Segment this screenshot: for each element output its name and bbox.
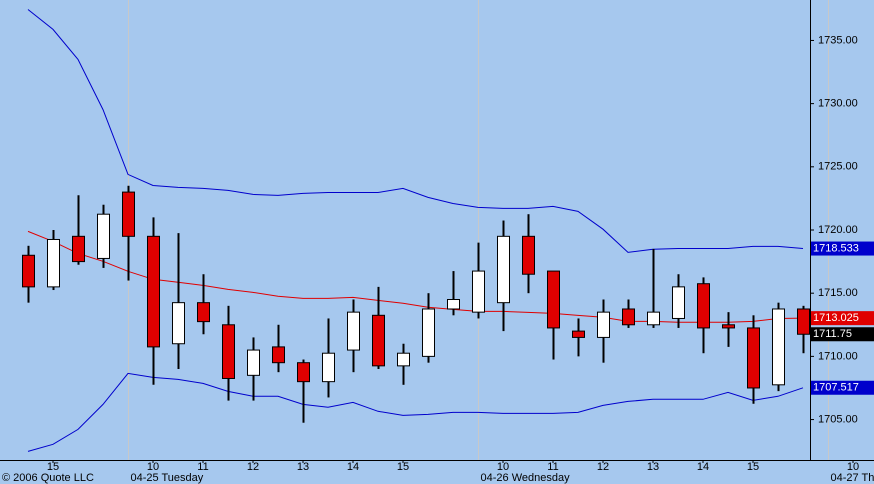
candle-body bbox=[22, 254, 35, 288]
candle-body bbox=[422, 308, 435, 357]
x-tick-label: 12 bbox=[597, 461, 609, 473]
y-tick-label: 1720.00 bbox=[818, 224, 858, 236]
footer: © 2006 Quote LLC bbox=[2, 472, 94, 484]
candle-body bbox=[297, 362, 310, 383]
candle-body bbox=[497, 235, 510, 304]
y-tick-label: 1725.00 bbox=[818, 161, 858, 173]
candle-body bbox=[272, 346, 285, 364]
last-value-label: 1711.75 bbox=[813, 328, 852, 340]
last-value-label: 1718.533 bbox=[813, 242, 859, 254]
candle-body bbox=[222, 324, 235, 379]
candle-body bbox=[597, 311, 610, 338]
candle-body bbox=[247, 349, 260, 376]
y-tick-label: 1710.00 bbox=[818, 350, 858, 362]
day-label: 04-27 Th bbox=[831, 472, 874, 484]
last-value-box bbox=[811, 241, 874, 256]
band-line bbox=[27, 9, 804, 253]
y-tick-label: 1730.00 bbox=[818, 98, 858, 110]
x-tick-label: 13 bbox=[647, 461, 659, 473]
candle-body bbox=[397, 352, 410, 367]
candle-body bbox=[447, 299, 460, 310]
x-tick-label: 11 bbox=[197, 461, 208, 473]
day-label: 04-25 Tuesday bbox=[131, 472, 204, 484]
x-tick-label: 14 bbox=[347, 461, 359, 473]
candle-body bbox=[172, 302, 185, 345]
candle-body bbox=[772, 308, 785, 386]
x-tick-label: 15 bbox=[47, 461, 59, 473]
x-tick-label: 10 bbox=[847, 461, 859, 473]
last-value-box bbox=[811, 327, 874, 342]
x-tick-label: 12 bbox=[247, 461, 259, 473]
x-tick-label: 14 bbox=[697, 461, 709, 473]
candle-body bbox=[522, 235, 535, 275]
candle-body bbox=[372, 314, 385, 367]
candle-body bbox=[622, 308, 635, 326]
candle-body bbox=[122, 191, 135, 237]
candle-body bbox=[347, 311, 360, 351]
x-tick-label: 15 bbox=[747, 461, 759, 473]
y-tick-label: 1715.00 bbox=[818, 287, 858, 299]
x-tick-label: 15 bbox=[397, 461, 409, 473]
y-tick-label: 1705.00 bbox=[818, 413, 858, 425]
last-value-label: 1707.517 bbox=[813, 382, 859, 394]
x-tick-label: 10 bbox=[147, 461, 159, 473]
candle-body bbox=[672, 286, 685, 319]
candle-body bbox=[722, 324, 735, 329]
candle-body bbox=[572, 330, 585, 338]
candle-body bbox=[197, 302, 210, 323]
candle-body bbox=[97, 213, 110, 259]
x-tick-label: 10 bbox=[497, 461, 509, 473]
candle-body bbox=[647, 311, 660, 326]
candle-body bbox=[72, 235, 85, 263]
last-value-box bbox=[811, 311, 874, 326]
y-tick-label: 1735.00 bbox=[818, 34, 858, 46]
candle-body bbox=[47, 238, 60, 288]
candle-body bbox=[797, 308, 810, 335]
candle-body bbox=[472, 270, 485, 313]
x-tick-label: 11 bbox=[547, 461, 558, 473]
last-value-box bbox=[811, 380, 874, 395]
candle-body bbox=[697, 283, 710, 329]
candle-body bbox=[747, 327, 760, 389]
band-line bbox=[27, 372, 804, 452]
candle-body bbox=[322, 352, 335, 383]
candle-body bbox=[547, 270, 560, 329]
x-tick-label: 13 bbox=[297, 461, 309, 473]
candle-body bbox=[147, 235, 160, 348]
last-value-label: 1713.025 bbox=[813, 312, 859, 324]
day-label: 04-26 Wednesday bbox=[481, 472, 571, 484]
